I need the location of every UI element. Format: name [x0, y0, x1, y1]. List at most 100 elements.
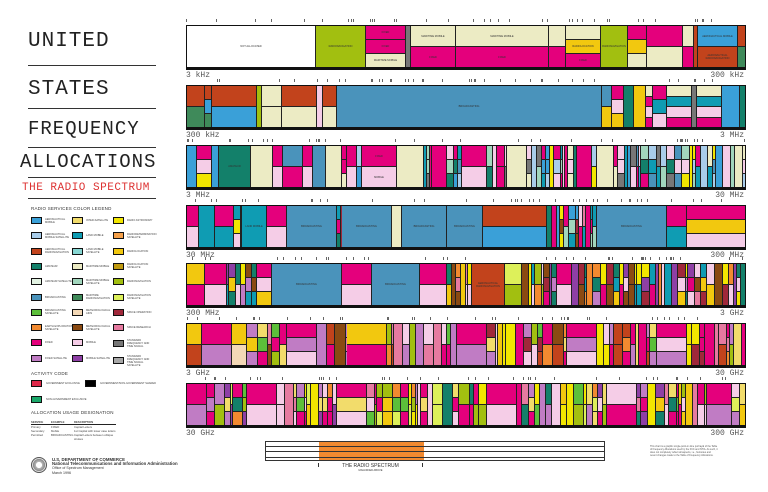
- agency-block: U.S. DEPARTMENT OF COMMERCE National Tel…: [52, 457, 178, 475]
- swatch: [31, 278, 42, 286]
- allocation-block: [561, 146, 563, 160]
- tick: [673, 257, 674, 260]
- tick: [654, 19, 656, 22]
- allocation-label: RADIONAVIGATION: [602, 45, 626, 48]
- allocation-block: [700, 264, 707, 278]
- allocation-block: [252, 278, 256, 292]
- tick: [371, 79, 372, 82]
- allocation-block: [687, 345, 692, 365]
- band-segment: [600, 264, 607, 305]
- tick: [244, 199, 246, 202]
- legend-item: Aeronautical Mobile: [31, 217, 73, 224]
- band-segment: [576, 206, 579, 247]
- allocation-block: [661, 167, 667, 187]
- allocation-block: [400, 398, 409, 412]
- allocation-block: [377, 398, 382, 412]
- allocation-block: [205, 285, 226, 305]
- allocation-block: [400, 412, 409, 425]
- band-segment: [251, 146, 273, 187]
- band-ticks: [186, 199, 746, 203]
- allocation-block: [454, 146, 457, 160]
- allocation-block: [187, 324, 201, 345]
- allocation-block: [229, 278, 236, 292]
- allocation-block: [568, 174, 573, 187]
- allocation-block: [342, 285, 371, 305]
- tick: [211, 199, 212, 202]
- allocation-block: [293, 384, 297, 398]
- allocation-block: [742, 174, 745, 187]
- allocation-block: [323, 384, 327, 398]
- tick: [383, 377, 385, 380]
- swatch: [113, 293, 124, 301]
- tick: [611, 257, 613, 260]
- band-segment: [740, 86, 745, 127]
- band-segment: [483, 206, 547, 247]
- band-segment: [700, 264, 708, 305]
- band-segment: [417, 384, 421, 425]
- band-segment: [719, 324, 728, 365]
- legend-item: Radiolocation Satellite: [113, 262, 155, 270]
- tick: [573, 257, 574, 260]
- allocation-block: [649, 352, 656, 365]
- allocation-block: [692, 345, 699, 365]
- tick: [339, 79, 340, 82]
- band-segment: [187, 206, 199, 247]
- allocation-block: [417, 384, 420, 425]
- band-segment: [631, 324, 637, 365]
- tick: [582, 19, 584, 22]
- allocation-block: [653, 100, 666, 114]
- allocation-block: [452, 264, 455, 305]
- swatch: [113, 324, 124, 332]
- band-start-label: 300 kHz: [186, 131, 220, 140]
- band-segment: [257, 264, 272, 305]
- band-segment: [566, 384, 575, 425]
- allocation-block: [584, 264, 586, 278]
- band-segment: [561, 146, 564, 187]
- tick: [390, 79, 392, 82]
- band-segment: [552, 206, 558, 247]
- legend-label: Radiolocation Satellite: [127, 263, 149, 270]
- band-segment: AERONAUTICAL RADIONAVIGATION: [472, 264, 505, 305]
- allocation-block: [251, 146, 272, 187]
- band-segment: [469, 384, 475, 425]
- allocation-block: [447, 264, 452, 285]
- band-segment: [451, 324, 457, 365]
- tick: [413, 79, 414, 82]
- tick: [390, 79, 391, 82]
- allocation-block: [427, 174, 429, 187]
- tick: [589, 317, 590, 320]
- allocation-block: [233, 412, 242, 425]
- tick: [467, 377, 469, 380]
- allocation-block: [382, 412, 392, 425]
- tick: [671, 257, 672, 260]
- tick: [642, 257, 644, 260]
- band-segment: [648, 384, 656, 425]
- allocation-block: [227, 264, 229, 285]
- allocation-block: [613, 278, 620, 292]
- tick: [612, 139, 613, 142]
- allocation-block: [732, 398, 739, 412]
- band-segment: [707, 384, 732, 425]
- allocation-block: [327, 412, 333, 425]
- tick: [252, 317, 254, 320]
- legend-label: Earth Exploration Satellite: [45, 324, 73, 331]
- band-segment: [345, 324, 347, 365]
- allocation-block: [546, 146, 549, 160]
- allocation-block: FIXED: [366, 40, 405, 54]
- band-segment: [277, 384, 286, 425]
- tick: [594, 79, 595, 82]
- band-segment: [537, 324, 544, 365]
- title-states: STATES: [28, 78, 110, 101]
- allocation-block: BROADCASTING: [402, 206, 446, 247]
- allocation-block: [529, 264, 531, 305]
- allocation-block: [347, 146, 356, 167]
- band-segment: BROADCASTING: [342, 206, 392, 247]
- legend-label: Standard Frequency and Time Signal Satel…: [127, 354, 150, 367]
- tick: [422, 79, 423, 82]
- allocation-block: [507, 146, 526, 187]
- band-segment: [187, 86, 205, 127]
- band-segment: [629, 264, 635, 305]
- band-segment: [442, 384, 453, 425]
- allocation-block: [584, 405, 586, 425]
- allocation-block: [577, 146, 591, 187]
